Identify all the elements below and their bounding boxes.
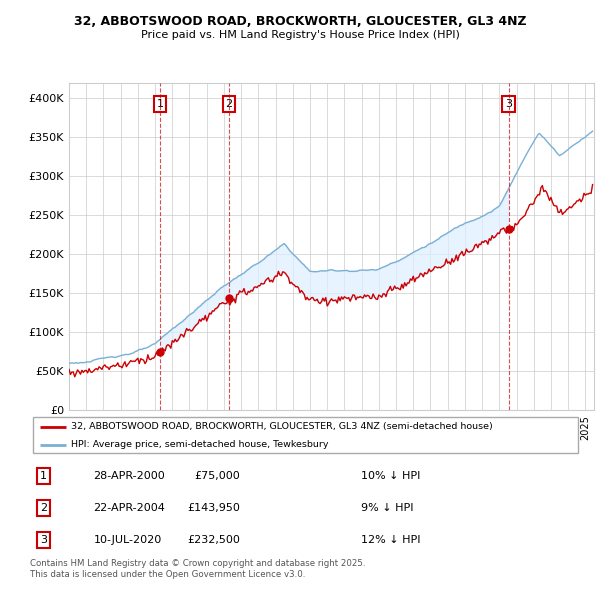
Text: 3: 3 xyxy=(40,535,47,545)
Text: HPI: Average price, semi-detached house, Tewkesbury: HPI: Average price, semi-detached house,… xyxy=(71,440,329,449)
FancyBboxPatch shape xyxy=(33,417,578,454)
Text: Price paid vs. HM Land Registry's House Price Index (HPI): Price paid vs. HM Land Registry's House … xyxy=(140,30,460,40)
Text: 12% ↓ HPI: 12% ↓ HPI xyxy=(361,535,421,545)
Text: 10% ↓ HPI: 10% ↓ HPI xyxy=(361,471,421,481)
Text: 32, ABBOTSWOOD ROAD, BROCKWORTH, GLOUCESTER, GL3 4NZ: 32, ABBOTSWOOD ROAD, BROCKWORTH, GLOUCES… xyxy=(74,15,526,28)
Text: 1: 1 xyxy=(40,471,47,481)
Text: 10-JUL-2020: 10-JUL-2020 xyxy=(94,535,162,545)
Text: 28-APR-2000: 28-APR-2000 xyxy=(94,471,165,481)
Text: 32, ABBOTSWOOD ROAD, BROCKWORTH, GLOUCESTER, GL3 4NZ (semi-detached house): 32, ABBOTSWOOD ROAD, BROCKWORTH, GLOUCES… xyxy=(71,422,493,431)
Text: 2: 2 xyxy=(226,99,232,109)
Text: £143,950: £143,950 xyxy=(187,503,240,513)
Text: 9% ↓ HPI: 9% ↓ HPI xyxy=(361,503,414,513)
Text: £232,500: £232,500 xyxy=(187,535,240,545)
Text: 1: 1 xyxy=(157,99,164,109)
Text: Contains HM Land Registry data © Crown copyright and database right 2025.
This d: Contains HM Land Registry data © Crown c… xyxy=(30,559,365,579)
Text: £75,000: £75,000 xyxy=(194,471,240,481)
Text: 3: 3 xyxy=(505,99,512,109)
Text: 2: 2 xyxy=(40,503,47,513)
Text: 22-APR-2004: 22-APR-2004 xyxy=(94,503,166,513)
